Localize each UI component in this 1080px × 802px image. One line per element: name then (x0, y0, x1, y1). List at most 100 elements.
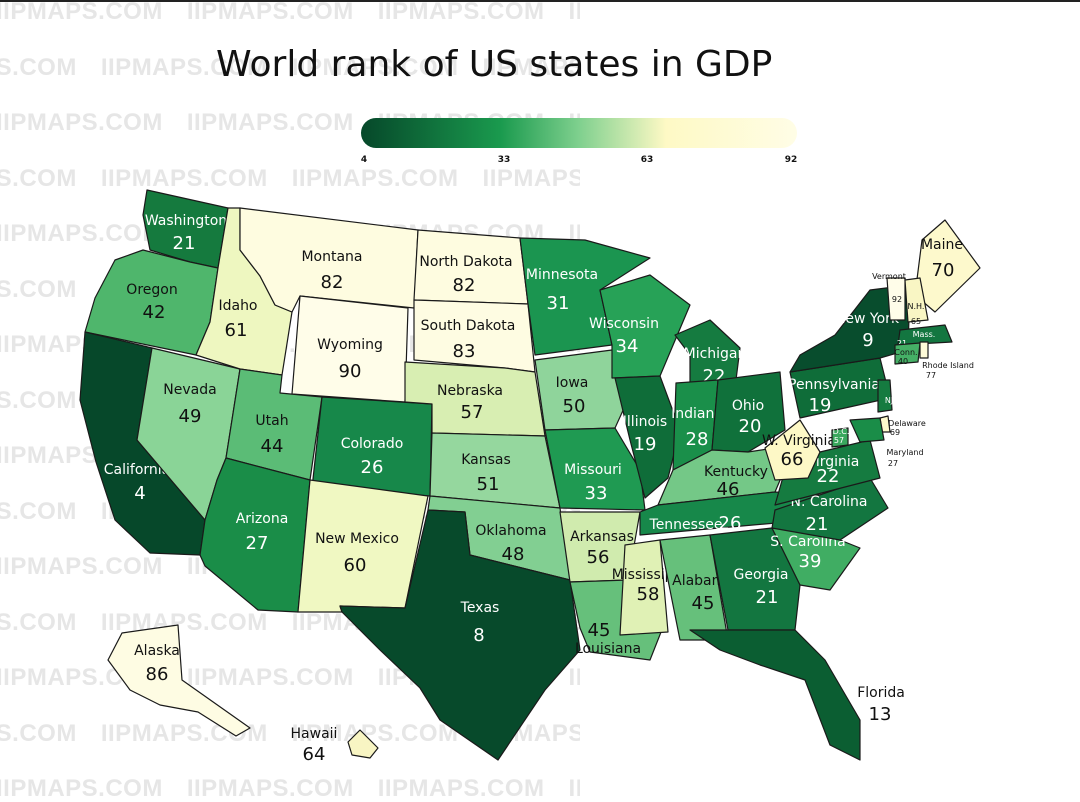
state-rank-label: 45 (692, 593, 715, 614)
state-rank-label: 56 (587, 547, 610, 568)
state-name-label: N.H. (908, 302, 925, 311)
state-name-label: New Mexico (315, 531, 399, 547)
state-rank-label: 21 (806, 514, 829, 535)
state-massachusetts: Mass. 21 (897, 324, 953, 348)
state-rank-label: 58 (637, 584, 660, 605)
state-shape-ohio (711, 371, 786, 453)
state-name-label: Kansas (461, 452, 511, 468)
state-rank-label: 45 (588, 620, 611, 641)
state-name-label: Tennessee (649, 517, 723, 533)
state-name-label: Indiana (671, 406, 723, 422)
state-illinois: Illinois 19 (614, 375, 681, 499)
state-rank-label: 42 (143, 302, 166, 323)
state-shape-florida (689, 629, 861, 761)
state-rank-label: 61 (225, 320, 248, 341)
state-shape-connecticut (894, 342, 921, 365)
state-oregon: Oregon 42 (84, 249, 219, 356)
state-rank-label: 46 (717, 479, 740, 500)
state-indiana: Indiana 28 (671, 379, 723, 471)
state-name-label: Delaware (888, 419, 926, 428)
state-name-label: Arizona (236, 511, 289, 527)
state-name-label: N. Carolina (791, 494, 868, 510)
state-rank-label: 57 (834, 436, 844, 445)
state-shape-texas (339, 509, 581, 761)
map-title: World rank of US states in GDP (216, 44, 773, 85)
state-rank-label: 33 (585, 483, 608, 504)
state-florida: Florida 13 (689, 629, 905, 761)
state-texas: Texas 8 (339, 509, 581, 761)
state-rank-label: 28 (686, 429, 709, 450)
state-rank-label: 49 (179, 406, 202, 427)
state-shape-maryland (849, 417, 885, 443)
state-name-label: North Dakota (419, 254, 512, 270)
state-name-label: Nevada (163, 382, 216, 398)
state-shape-vermont (886, 277, 906, 321)
state-name-label: Georgia (734, 567, 789, 583)
state-dc: D.C.57 (831, 427, 849, 448)
state-shape-new-hampshire (904, 277, 929, 323)
state-shape-hawaii (347, 729, 379, 759)
state-rank-label: 50 (563, 396, 586, 417)
state-name-label: Oklahoma (475, 523, 546, 539)
state-name-label: Maine (921, 237, 963, 253)
state-ohio: Ohio 20 (711, 371, 786, 453)
state-nebraska: Nebraska 57 (404, 361, 546, 437)
state-name-label: Iowa (556, 375, 589, 391)
state-rank-label: 4 (134, 483, 145, 504)
state-rank-label: 82 (321, 272, 344, 293)
state-rank-label: 20 (739, 416, 762, 437)
state-shape-alaska (107, 624, 251, 737)
legend-tick-min: 4 (360, 155, 368, 165)
state-new-hampshire: N.H. 65 (904, 277, 929, 326)
state-rank-label: 57 (461, 402, 484, 423)
state-rank-label: 86 (146, 664, 169, 685)
state-washington: Washington 21 (142, 189, 229, 269)
state-rank-label: 21 (756, 587, 779, 608)
state-wyoming: Wyoming 90 (291, 295, 409, 403)
state-name-label: California (104, 462, 170, 478)
state-colorado: Colorado 26 (311, 396, 433, 497)
state-rank-label: 13 (869, 704, 892, 725)
state-shape-mississippi (619, 539, 669, 636)
state-rank-label: 26 (719, 513, 742, 534)
state-name-label: Kentucky (704, 464, 768, 480)
state-name-label: Nebraska (437, 383, 503, 399)
state-name-label: Rhode Island (922, 361, 974, 370)
state-hawaii: Hawaii 64 (291, 726, 379, 765)
state-name-label: Hawaii (291, 726, 338, 742)
state-rank-label: 77 (926, 371, 936, 380)
state-name-label: Minnesota (526, 267, 598, 283)
state-maine: Maine 70 (914, 219, 981, 313)
state-rank-label: 64 (303, 744, 326, 765)
state-name-label: Pennsylvania (788, 377, 880, 393)
state-rank-label: 27 (888, 459, 898, 468)
state-name-label: Alaska (134, 643, 180, 659)
state-rank-label: 19 (809, 395, 832, 416)
state-rank-label: 21 (897, 339, 907, 348)
state-rank-label: 69 (890, 428, 900, 437)
state-name-label: Maryland (886, 448, 923, 457)
state-rank-label: 31 (547, 293, 570, 314)
state-name-label: Ohio (732, 398, 764, 414)
state-shape-rhode-island (919, 341, 929, 359)
legend-tick-2: 33 (497, 155, 511, 165)
state-rank-label: 90 (339, 361, 362, 382)
state-name-label: Florida (857, 685, 905, 701)
state-rank-label: 22 (817, 466, 840, 487)
state-rank-label: 65 (911, 317, 921, 326)
state-name-label: Utah (255, 413, 288, 429)
state-new-jersey: NJ 22 (877, 379, 911, 413)
state-kansas: Kansas 51 (429, 432, 561, 509)
state-rank-label: 8 (473, 625, 484, 646)
state-name-label: Oregon (126, 282, 177, 298)
state-name-label: W. Virginia (762, 433, 836, 449)
